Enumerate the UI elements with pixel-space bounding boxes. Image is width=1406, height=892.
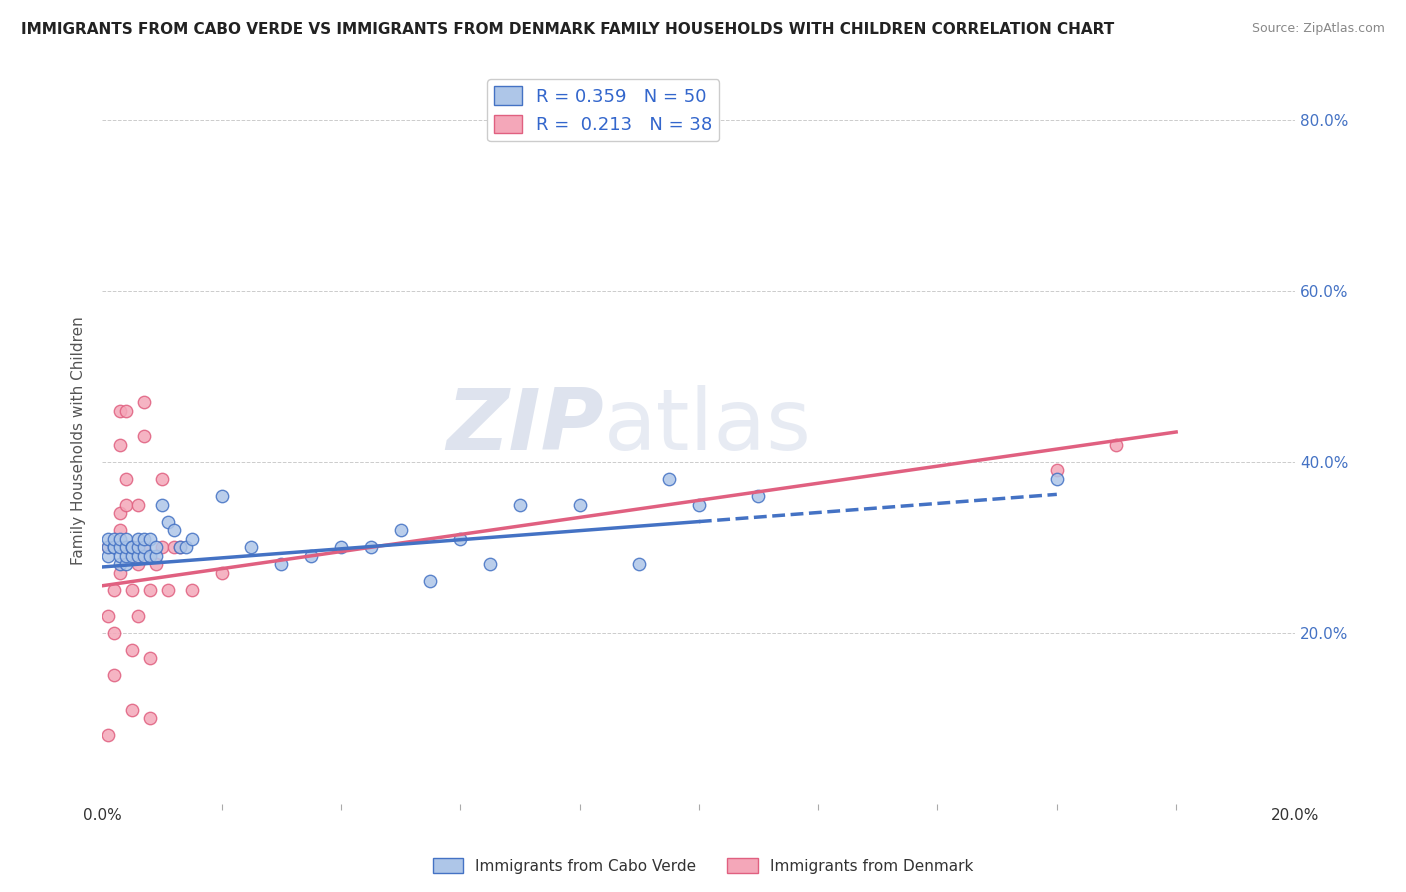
Point [628, 558, 651, 572]
Point [121, 541, 143, 555]
Point [156, 582, 179, 597]
Point [127, 541, 149, 555]
Point [115, 541, 138, 555]
Point [419, 574, 441, 589]
Point [132, 541, 155, 555]
Point [103, 541, 125, 555]
Point [163, 523, 186, 537]
Point [747, 489, 769, 503]
Point [103, 541, 125, 555]
Point [389, 523, 412, 537]
Point [658, 472, 681, 486]
Point [121, 541, 143, 555]
Point [211, 566, 233, 580]
Point [240, 541, 263, 555]
Point [121, 703, 143, 717]
Point [108, 523, 131, 537]
Point [1046, 463, 1069, 477]
Point [115, 549, 138, 563]
Point [127, 498, 149, 512]
Point [108, 438, 131, 452]
Point [169, 541, 191, 555]
Point [449, 532, 471, 546]
Point [108, 506, 131, 520]
Point [360, 541, 382, 555]
Point [174, 541, 197, 555]
Point [127, 532, 149, 546]
Point [121, 549, 143, 563]
Point [211, 489, 233, 503]
Point [115, 532, 138, 546]
Point [169, 541, 191, 555]
Point [97, 549, 120, 563]
Point [1105, 438, 1128, 452]
Point [145, 541, 167, 555]
Point [103, 532, 125, 546]
Point [108, 532, 131, 546]
Point [97, 728, 120, 742]
Point [329, 541, 352, 555]
Point [97, 608, 120, 623]
Legend: R = 0.359   N = 50, R =  0.213   N = 38: R = 0.359 N = 50, R = 0.213 N = 38 [488, 79, 720, 141]
Point [97, 541, 120, 555]
Point [108, 566, 131, 580]
Point [139, 651, 162, 665]
Point [127, 558, 149, 572]
Point [688, 498, 710, 512]
Point [1046, 472, 1069, 486]
Point [115, 558, 138, 572]
Point [108, 549, 131, 563]
Point [299, 549, 322, 563]
Point [150, 498, 173, 512]
Point [163, 541, 186, 555]
Point [180, 582, 202, 597]
Point [156, 515, 179, 529]
Point [97, 541, 120, 555]
Point [115, 472, 138, 486]
Point [150, 541, 173, 555]
Point [180, 532, 202, 546]
Legend: Immigrants from Cabo Verde, Immigrants from Denmark: Immigrants from Cabo Verde, Immigrants f… [426, 852, 980, 880]
Point [115, 498, 138, 512]
Point [132, 532, 155, 546]
Point [97, 532, 120, 546]
Point [132, 395, 155, 409]
Text: ZIP: ZIP [446, 384, 603, 467]
Point [121, 541, 143, 555]
Point [568, 498, 591, 512]
Point [270, 558, 292, 572]
Point [509, 498, 531, 512]
Point [139, 582, 162, 597]
Point [145, 549, 167, 563]
Point [103, 625, 125, 640]
Text: Source: ZipAtlas.com: Source: ZipAtlas.com [1251, 22, 1385, 36]
Point [150, 472, 173, 486]
Point [108, 403, 131, 417]
Point [139, 711, 162, 725]
Point [115, 541, 138, 555]
Point [132, 541, 155, 555]
Point [132, 549, 155, 563]
Text: atlas: atlas [603, 384, 811, 467]
Point [108, 541, 131, 555]
Point [139, 549, 162, 563]
Point [115, 403, 138, 417]
Point [127, 608, 149, 623]
Point [121, 582, 143, 597]
Point [127, 549, 149, 563]
Point [121, 643, 143, 657]
Text: IMMIGRANTS FROM CABO VERDE VS IMMIGRANTS FROM DENMARK FAMILY HOUSEHOLDS WITH CHI: IMMIGRANTS FROM CABO VERDE VS IMMIGRANTS… [21, 22, 1115, 37]
Point [145, 558, 167, 572]
Y-axis label: Family Households with Children: Family Households with Children [72, 316, 86, 565]
Point [103, 582, 125, 597]
Point [108, 558, 131, 572]
Point [132, 429, 155, 443]
Point [479, 558, 502, 572]
Point [103, 668, 125, 682]
Point [139, 532, 162, 546]
